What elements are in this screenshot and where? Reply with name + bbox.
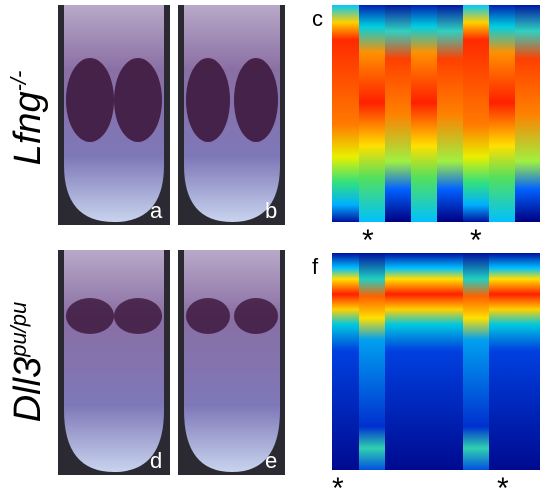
heatmap — [332, 5, 540, 222]
panel-letter: b — [265, 198, 277, 223]
asterisk: * — [470, 224, 482, 257]
label-sup: pu/pu — [6, 302, 31, 358]
label-base: Lfng — [7, 91, 49, 165]
row-label: Dll3pu/pu — [6, 302, 49, 423]
asterisk: * — [332, 472, 344, 492]
embryo-images — [58, 5, 285, 475]
panel-letter: a — [150, 198, 163, 223]
panel-letter: e — [265, 448, 277, 473]
panel-letter: f — [312, 254, 319, 279]
label-base: Dll3 — [7, 357, 49, 422]
panel-letter: d — [150, 448, 162, 473]
label-sup: -/- — [6, 71, 31, 92]
asterisk: * — [497, 472, 509, 492]
heatmap — [332, 253, 540, 470]
row-label: Lfng-/- — [6, 71, 49, 166]
panel-letter: c — [312, 6, 323, 31]
asterisk: * — [362, 224, 374, 257]
